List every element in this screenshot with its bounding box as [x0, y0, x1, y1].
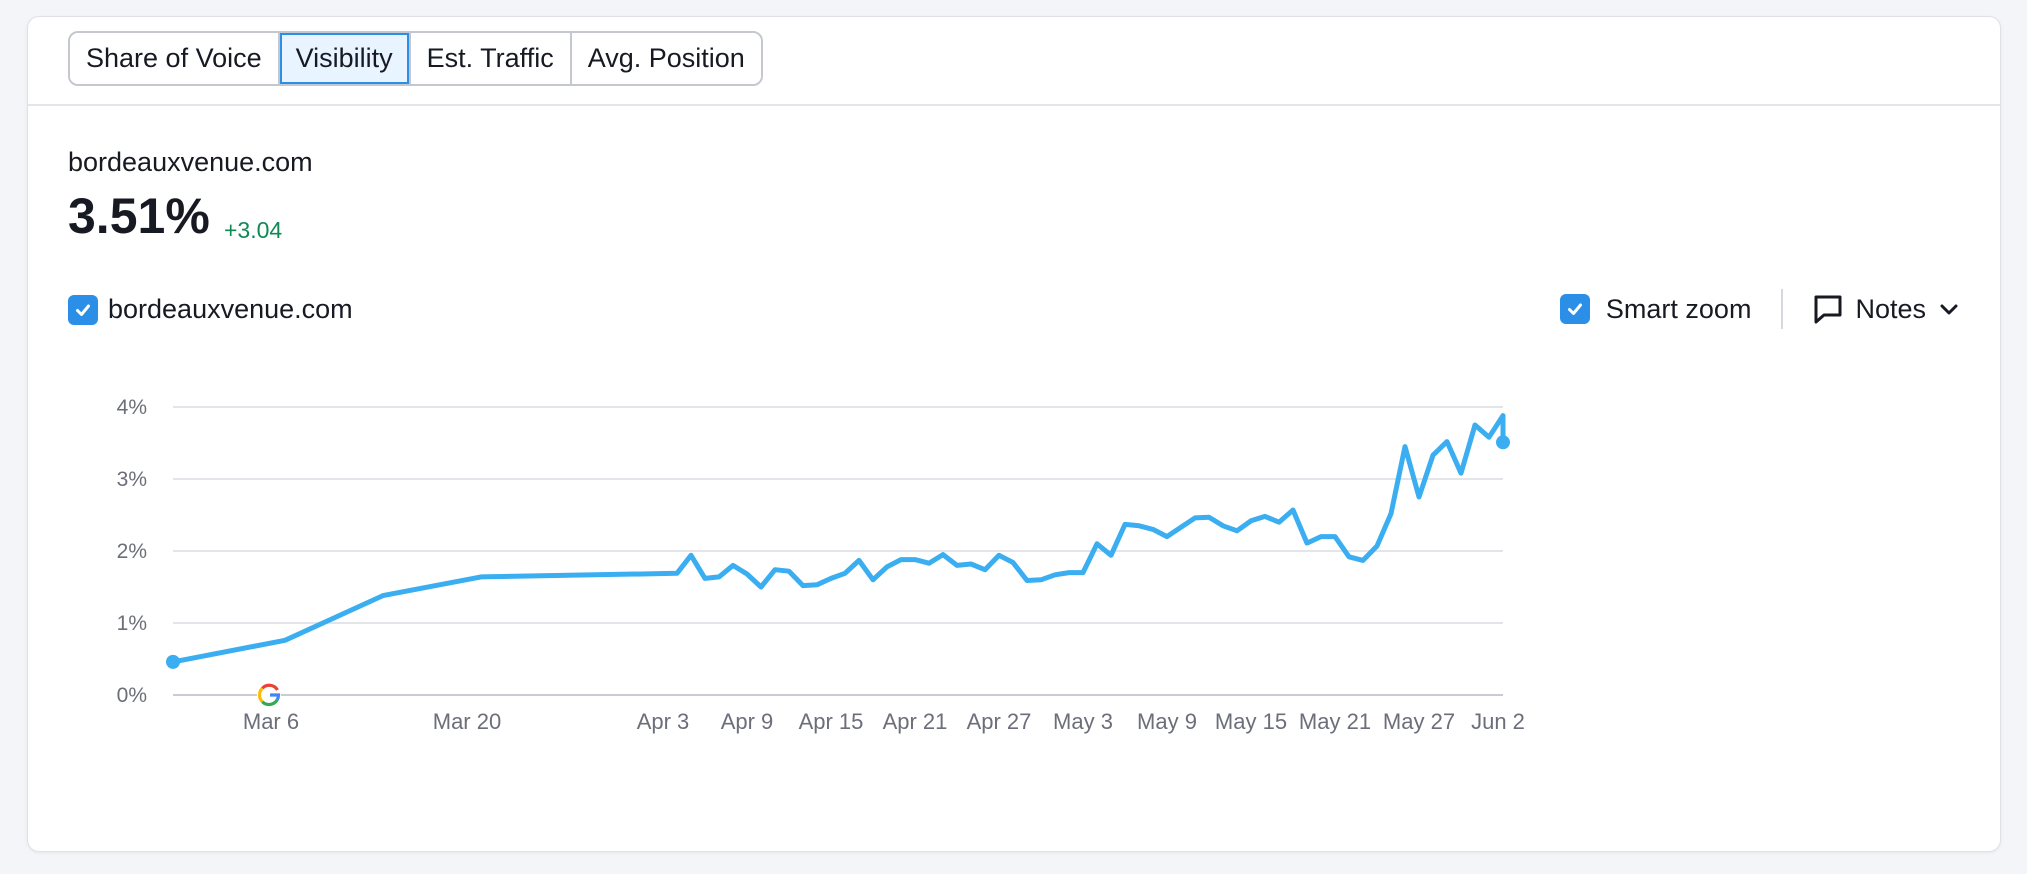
y-tick-label: 1%	[117, 612, 147, 635]
x-tick-label: Apr 15	[799, 709, 864, 734]
tab-avg-position[interactable]: Avg. Position	[571, 33, 761, 84]
x-tick-label: Apr 9	[721, 709, 774, 734]
visibility-card: Share of Voice Visibility Est. Traffic A…	[27, 16, 2001, 852]
x-tick-label: Mar 6	[243, 709, 299, 734]
legend-label: bordeauxvenue.com	[108, 294, 353, 324]
x-tick-label: Mar 20	[433, 709, 501, 734]
notes-label: Notes	[1855, 293, 1926, 324]
tab-share-of-voice[interactable]: Share of Voice	[70, 33, 280, 84]
tab-visibility[interactable]: Visibility	[279, 33, 411, 84]
smart-zoom-checkbox[interactable]	[1559, 294, 1590, 324]
x-tick-label: May 3	[1053, 709, 1113, 734]
x-tick-label: May 27	[1383, 709, 1455, 734]
comment-icon	[1814, 295, 1842, 324]
visibility-value: 3.51%	[68, 188, 210, 244]
chart-controls: Smart zoom Notes	[1559, 289, 1960, 329]
y-tick-label: 4%	[117, 396, 147, 419]
x-tick-label: Apr 3	[637, 709, 690, 734]
y-tick-label: 3%	[117, 468, 147, 491]
smart-zoom-toggle[interactable]: Smart zoom	[1559, 293, 1782, 325]
chevron-down-icon	[1940, 304, 1958, 315]
metric-tabs: Share of Voice Visibility Est. Traffic A…	[68, 31, 763, 86]
x-tick-label: May 15	[1215, 709, 1287, 734]
x-tick-label: Jun 2	[1471, 709, 1525, 734]
series-legend[interactable]: bordeauxvenue.com	[68, 294, 353, 325]
smart-zoom-label: Smart zoom	[1605, 293, 1752, 324]
series-end-point	[1496, 435, 1510, 450]
x-tick-label: May 21	[1299, 709, 1371, 734]
visibility-delta: +3.04	[224, 217, 283, 243]
x-tick-label: Apr 27	[967, 709, 1032, 734]
controls-divider	[1781, 289, 1784, 329]
series-start-point	[166, 654, 180, 669]
x-tick-label: Apr 21	[883, 709, 948, 734]
x-tick-label: May 9	[1137, 709, 1197, 734]
metric-tab-bar: Share of Voice Visibility Est. Traffic A…	[28, 17, 2000, 106]
domain-title: bordeauxvenue.com	[68, 147, 313, 177]
checkmark-icon	[1567, 303, 1582, 315]
legend-checkbox[interactable]	[68, 294, 98, 325]
google-update-icon	[257, 683, 281, 707]
series-line	[170, 413, 1506, 665]
visibility-line-chart: 0% 1% 2% 3% 4% Mar 6 Mar 20 Apr 3 Apr 9 Apr 15 Apr…	[117, 396, 1525, 734]
tab-est-traffic[interactable]: Est. Traffic	[410, 33, 572, 84]
checkmark-icon	[76, 304, 90, 316]
y-tick-label: 0%	[117, 684, 147, 707]
y-tick-label: 2%	[117, 540, 147, 563]
notes-dropdown[interactable]: Notes	[1783, 294, 1960, 325]
